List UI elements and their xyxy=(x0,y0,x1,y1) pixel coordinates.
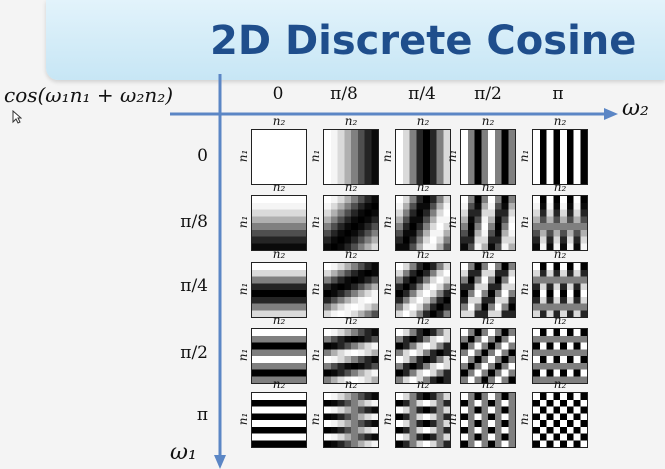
tile-axis-n1: n₁ xyxy=(308,149,322,163)
tile-axis-n1: n₁ xyxy=(380,348,394,362)
tile-axis-n1: n₁ xyxy=(308,348,322,362)
cosine-tile xyxy=(532,392,588,448)
tile-axis-n2: n₂ xyxy=(416,114,430,128)
tile-axis-n1: n₁ xyxy=(445,282,459,296)
axis-label-omega1: ω₁ xyxy=(170,440,197,465)
cosine-tile xyxy=(251,262,307,318)
cosine-tile xyxy=(251,129,307,185)
cosine-tile xyxy=(532,129,588,185)
tile-axis-n2: n₂ xyxy=(553,377,567,391)
cosine-tile xyxy=(251,195,307,251)
tile-axis-n2: n₂ xyxy=(481,180,495,194)
tile-axis-n2: n₂ xyxy=(416,247,430,261)
tile-axis-n2: n₂ xyxy=(481,247,495,261)
cosine-tile xyxy=(323,392,379,448)
tile-axis-n2: n₂ xyxy=(344,180,358,194)
tile-axis-n1: n₁ xyxy=(308,215,322,229)
cosine-tile xyxy=(395,195,451,251)
horizontal-axis-arrow xyxy=(604,108,618,120)
cosine-tile xyxy=(460,262,516,318)
tile-axis-n2: n₂ xyxy=(481,114,495,128)
tile-axis-n2: n₂ xyxy=(553,313,567,327)
cosine-tile xyxy=(323,328,379,384)
cosine-tile xyxy=(460,392,516,448)
page-title: 2D Discrete Cosine xyxy=(210,18,637,64)
cosine-tile xyxy=(460,328,516,384)
tile-axis-n1: n₁ xyxy=(517,215,531,229)
tile-axis-n2: n₂ xyxy=(344,313,358,327)
tile-axis-n2: n₂ xyxy=(272,114,286,128)
tile-axis-n2: n₂ xyxy=(553,114,567,128)
cosine-tile xyxy=(323,129,379,185)
cosine-tile xyxy=(532,262,588,318)
cosine-tile xyxy=(460,129,516,185)
column-label: π xyxy=(552,84,564,104)
tile-axis-n1: n₁ xyxy=(517,282,531,296)
tile-axis-n1: n₁ xyxy=(236,215,250,229)
row-label: π/4 xyxy=(180,276,208,296)
tile-axis-n2: n₂ xyxy=(416,377,430,391)
tile-axis-n2: n₂ xyxy=(344,247,358,261)
tile-axis-n2: n₂ xyxy=(344,114,358,128)
tile-axis-n1: n₁ xyxy=(445,215,459,229)
tile-axis-n2: n₂ xyxy=(344,377,358,391)
tile-axis-n2: n₂ xyxy=(481,377,495,391)
row-label: 0 xyxy=(197,146,208,166)
tile-axis-n1: n₁ xyxy=(517,348,531,362)
column-label: π/8 xyxy=(330,84,358,104)
vertical-axis-arrow xyxy=(214,455,226,469)
tile-axis-n2: n₂ xyxy=(272,247,286,261)
tile-axis-n2: n₂ xyxy=(553,180,567,194)
cosine-tile xyxy=(460,195,516,251)
tile-axis-n1: n₁ xyxy=(380,215,394,229)
row-label: π/2 xyxy=(180,343,208,363)
tile-axis-n1: n₁ xyxy=(236,412,250,426)
row-label: π/8 xyxy=(180,212,208,232)
tile-axis-n2: n₂ xyxy=(416,180,430,194)
cosine-tile xyxy=(251,392,307,448)
tile-axis-n1: n₁ xyxy=(236,149,250,163)
title-banner xyxy=(46,0,665,80)
tile-axis-n2: n₂ xyxy=(416,313,430,327)
tile-axis-n1: n₁ xyxy=(236,348,250,362)
cosine-tile xyxy=(395,129,451,185)
column-label: 0 xyxy=(272,84,284,104)
cosine-tile xyxy=(395,392,451,448)
mouse-pointer-icon xyxy=(12,110,22,124)
cosine-tile xyxy=(532,195,588,251)
tile-axis-n2: n₂ xyxy=(272,377,286,391)
tile-axis-n1: n₁ xyxy=(380,412,394,426)
tile-axis-n1: n₁ xyxy=(308,412,322,426)
tile-axis-n1: n₁ xyxy=(517,149,531,163)
tile-axis-n1: n₁ xyxy=(236,282,250,296)
tile-axis-n1: n₁ xyxy=(445,348,459,362)
cosine-tile xyxy=(323,262,379,318)
column-label: π/4 xyxy=(408,84,436,104)
row-label: π xyxy=(196,405,208,425)
tile-axis-n1: n₁ xyxy=(308,282,322,296)
tile-axis-n2: n₂ xyxy=(272,180,286,194)
tile-axis-n2: n₂ xyxy=(553,247,567,261)
cosine-tile xyxy=(395,262,451,318)
tile-axis-n1: n₁ xyxy=(380,282,394,296)
tile-axis-n1: n₁ xyxy=(445,412,459,426)
cosine-tile xyxy=(251,328,307,384)
cosine-tile xyxy=(395,328,451,384)
cosine-tile xyxy=(323,195,379,251)
tile-axis-n2: n₂ xyxy=(272,313,286,327)
tile-axis-n2: n₂ xyxy=(481,313,495,327)
tile-axis-n1: n₁ xyxy=(517,412,531,426)
axis-label-omega2: ω₂ xyxy=(622,96,649,121)
formula-label: cos(ω₁n₁ + ω₂n₂) xyxy=(4,83,174,107)
column-label: π/2 xyxy=(474,84,502,104)
tile-axis-n1: n₁ xyxy=(380,149,394,163)
cosine-tile xyxy=(532,328,588,384)
tile-axis-n1: n₁ xyxy=(445,149,459,163)
